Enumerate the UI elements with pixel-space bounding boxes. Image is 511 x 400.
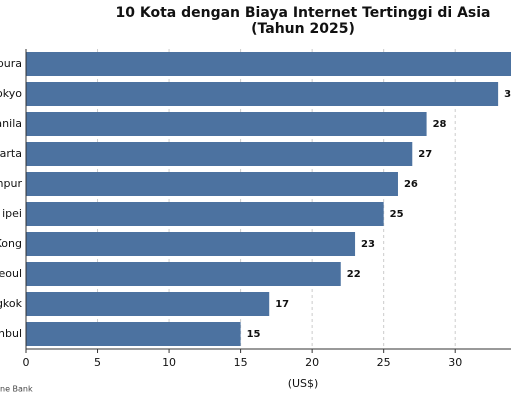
x-tick-label: 5 bbox=[94, 356, 101, 369]
x-tick-label: 30 bbox=[448, 356, 462, 369]
value-label: 23 bbox=[361, 239, 375, 250]
bar bbox=[26, 172, 398, 196]
value-label: 28 bbox=[433, 119, 447, 130]
bar bbox=[26, 292, 270, 316]
chart-title: 10 Kota dengan Biaya Internet Tertinggi … bbox=[116, 5, 491, 21]
value-label: 22 bbox=[347, 269, 361, 280]
bar bbox=[26, 322, 241, 346]
x-tick-label: 10 bbox=[162, 356, 176, 369]
y-tick-label: pura bbox=[0, 57, 22, 70]
y-tick-label: gkok bbox=[0, 297, 23, 310]
bar bbox=[26, 202, 384, 226]
bar bbox=[26, 232, 356, 256]
y-tick-label: Kong bbox=[0, 237, 22, 250]
bar bbox=[26, 52, 511, 76]
y-tick-label: okyo bbox=[0, 87, 22, 100]
value-label: 17 bbox=[275, 299, 289, 310]
value-label: 33 bbox=[504, 89, 511, 100]
value-label: 27 bbox=[418, 149, 432, 160]
value-label: 25 bbox=[390, 209, 404, 220]
x-tick-label: 25 bbox=[377, 356, 391, 369]
y-tick-label: mpur bbox=[0, 177, 22, 190]
bar bbox=[26, 262, 341, 286]
y-tick-label: eoul bbox=[0, 267, 22, 280]
bar bbox=[26, 82, 499, 106]
x-tick-label: 0 bbox=[23, 356, 30, 369]
value-label: 26 bbox=[404, 179, 418, 190]
bar bbox=[26, 112, 427, 136]
chart-subtitle: (Tahun 2025) bbox=[251, 21, 355, 37]
x-axis-label: (US$) bbox=[288, 377, 319, 390]
y-tick-label: anila bbox=[0, 117, 22, 130]
x-tick-label: 15 bbox=[234, 356, 248, 369]
bar bbox=[26, 142, 413, 166]
y-tick-label: arta bbox=[0, 147, 22, 160]
value-label: 15 bbox=[247, 329, 261, 340]
y-tick-label: nbul bbox=[0, 327, 22, 340]
y-tick-label: ipei bbox=[2, 207, 22, 220]
source-note: ne Bank bbox=[0, 385, 33, 394]
x-tick-label: 20 bbox=[305, 356, 319, 369]
